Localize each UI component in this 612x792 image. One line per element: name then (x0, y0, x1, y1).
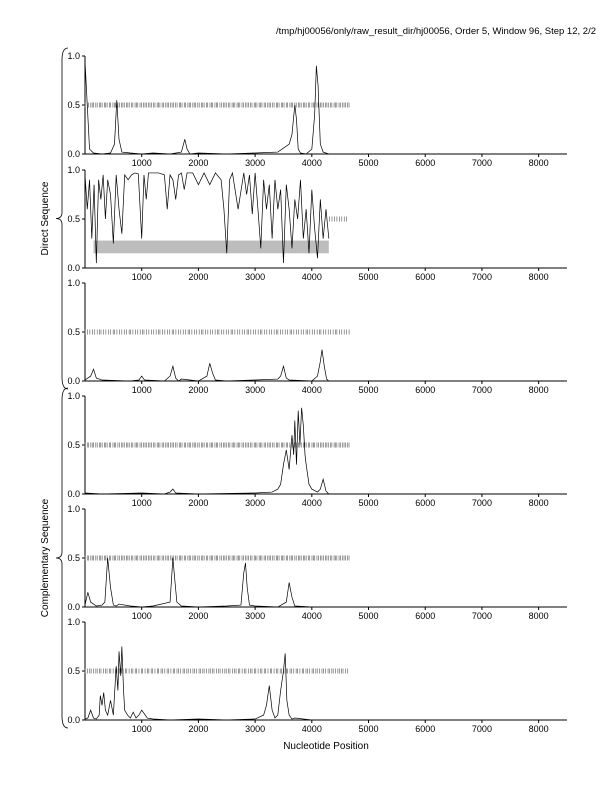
x-tick-label: 3000 (245, 385, 265, 395)
x-tick-label: 8000 (529, 611, 549, 621)
y-tick-label: 1.0 (67, 165, 80, 175)
series-line (84, 60, 567, 155)
x-tick-label: 1000 (132, 498, 152, 508)
y-tick-label: 0.5 (67, 440, 80, 450)
series-line (84, 171, 330, 264)
x-tick-label: 6000 (415, 385, 435, 395)
y-tick-label: 1.0 (67, 504, 80, 514)
x-tick-label: 6000 (415, 498, 435, 508)
y-tick-label: 0.5 (67, 100, 80, 110)
plot-header: /tmp/hj00056/only/raw_result_dir/hj00056… (275, 26, 596, 37)
y-tick-label: 1.0 (67, 278, 80, 288)
x-tick-label: 2000 (188, 724, 208, 734)
x-tick-label: 1000 (132, 611, 152, 621)
x-tick-label: 1000 (132, 158, 152, 168)
group-brace (55, 47, 69, 390)
y-tick-label: 0.0 (67, 263, 80, 273)
x-tick-label: 2000 (188, 498, 208, 508)
x-tick-label: 7000 (472, 158, 492, 168)
group-2: Complementary Sequence (40, 387, 69, 729)
y-tick-label: 0.5 (67, 327, 80, 337)
group-1: Direct Sequence (40, 47, 69, 390)
panel-2: 0.0 0.5 1.0 1000 2000 3000 4000 5000 6000 7000 800… (67, 165, 567, 282)
y-tick-label: 0.5 (67, 666, 80, 676)
highlight-band (93, 240, 329, 254)
x-tick-label: 5000 (359, 724, 379, 734)
x-tick-label: 3000 (245, 158, 265, 168)
group-label: Direct Sequence (40, 181, 51, 255)
group-brace (55, 387, 69, 729)
y-tick-label: 1.0 (67, 51, 80, 61)
x-tick-label: 2000 (188, 385, 208, 395)
x-tick-label: 1000 (132, 385, 152, 395)
panel-4: 0.0 0.5 1.0 1000 2000 3000 4000 5000 6000 7000 800… (67, 391, 567, 508)
y-tick-label: 0.0 (67, 715, 80, 725)
y-tick-label: 0.5 (67, 214, 80, 224)
series-line (84, 407, 567, 495)
x-tick-label: 7000 (472, 611, 492, 621)
y-tick-label: 0.5 (67, 553, 80, 563)
x-tick-label: 8000 (529, 385, 549, 395)
x-tick-label: 7000 (472, 272, 492, 282)
y-tick-label: 0.0 (67, 149, 80, 159)
x-tick-label: 4000 (302, 498, 322, 508)
x-tick-label: 6000 (415, 158, 435, 168)
y-tick-label: 0.0 (67, 602, 80, 612)
x-tick-label: 2000 (188, 272, 208, 282)
series-line (84, 557, 567, 608)
x-tick-label: 4000 (302, 724, 322, 734)
x-tick-label: 3000 (245, 611, 265, 621)
x-tick-label: 6000 (415, 611, 435, 621)
x-tick-label: 3000 (245, 272, 265, 282)
x-tick-label: 1000 (132, 724, 152, 734)
x-tick-label: 6000 (415, 272, 435, 282)
x-tick-label: 1000 (132, 272, 152, 282)
x-tick-label: 7000 (472, 385, 492, 395)
series-line (84, 646, 567, 721)
x-axis-label: Nucleotide Position (283, 741, 369, 752)
x-tick-label: 3000 (245, 498, 265, 508)
x-tick-label: 3000 (245, 724, 265, 734)
x-tick-label: 7000 (472, 724, 492, 734)
x-tick-label: 8000 (529, 724, 549, 734)
x-tick-label: 2000 (188, 158, 208, 168)
x-tick-label: 4000 (302, 158, 322, 168)
x-tick-label: 5000 (359, 385, 379, 395)
panel-6: 0.0 0.5 1.0 1000 2000 3000 4000 5000 6000 7000 800… (67, 617, 567, 734)
x-tick-label: 4000 (302, 611, 322, 621)
x-tick-label: 8000 (529, 272, 549, 282)
x-tick-label: 5000 (359, 498, 379, 508)
x-tick-label: 2000 (188, 611, 208, 621)
series-line (84, 349, 567, 382)
x-tick-label: 5000 (359, 611, 379, 621)
y-tick-label: 0.0 (67, 376, 80, 386)
x-tick-label: 4000 (302, 272, 322, 282)
panel-3: 0.0 0.5 1.0 1000 2000 3000 4000 5000 6000 7000 800… (67, 278, 567, 395)
x-tick-label: 8000 (529, 498, 549, 508)
x-tick-label: 7000 (472, 498, 492, 508)
x-tick-label: 5000 (359, 272, 379, 282)
x-tick-label: 4000 (302, 385, 322, 395)
x-tick-label: 5000 (359, 158, 379, 168)
panel-5: 0.0 0.5 1.0 1000 2000 3000 4000 5000 6000 7000 800… (67, 504, 567, 621)
y-tick-label: 1.0 (67, 617, 80, 627)
x-tick-label: 6000 (415, 724, 435, 734)
y-tick-label: 1.0 (67, 391, 80, 401)
panel-1: 0.0 0.5 1.0 1000 2000 3000 4000 5000 6000 7000 800… (67, 51, 567, 168)
group-label: Complementary Sequence (40, 498, 51, 617)
y-tick-label: 0.0 (67, 489, 80, 499)
x-tick-label: 8000 (529, 158, 549, 168)
